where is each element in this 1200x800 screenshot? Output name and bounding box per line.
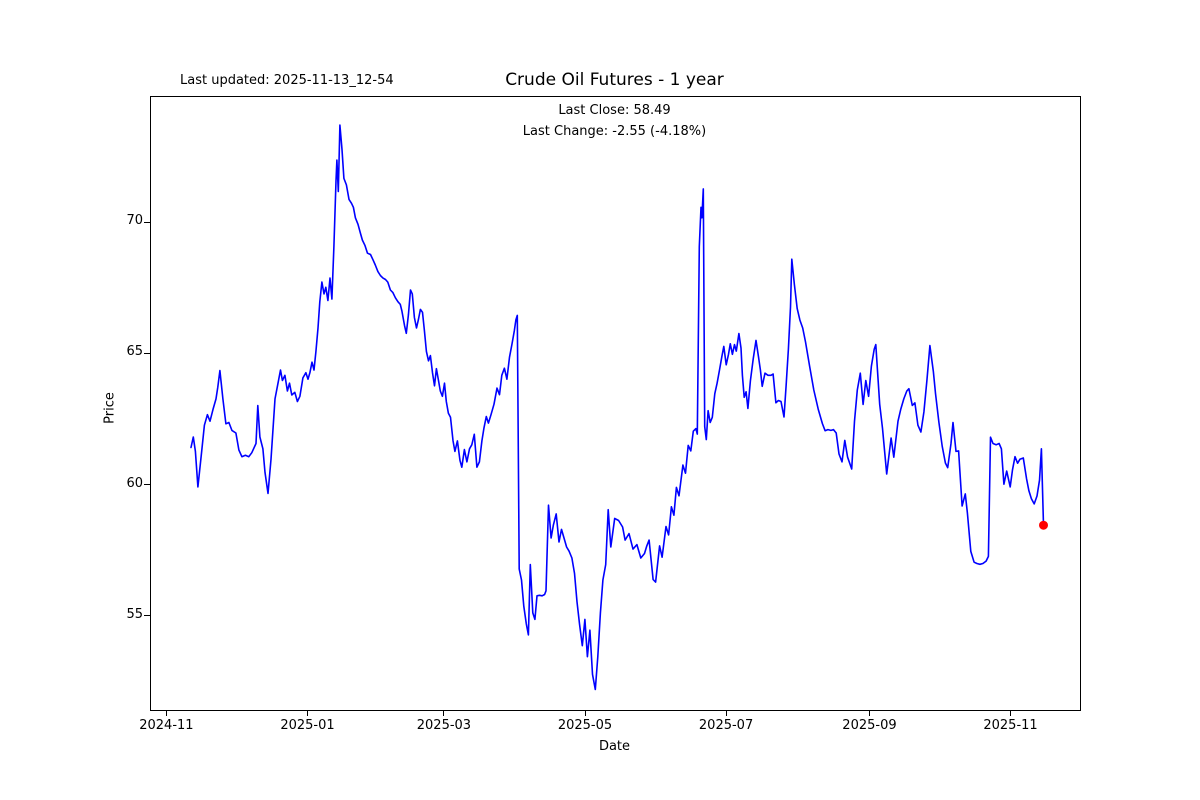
y-tick-label: 60	[126, 475, 143, 491]
subtitle-last-change: Last Change: -2.55 (-4.18%)	[522, 124, 707, 139]
x-tick-label: 2024-11	[139, 718, 194, 733]
y-tick-mark	[144, 221, 150, 223]
last-updated-note: Last updated: 2025-11-13_12-54	[180, 73, 394, 88]
x-tick-mark	[584, 710, 586, 716]
x-tick-mark	[725, 710, 727, 716]
y-tick-mark	[144, 484, 150, 486]
y-tick-mark	[144, 352, 150, 354]
y-tick-label: 70	[126, 213, 143, 228]
y-tick-label: 55	[126, 606, 143, 622]
last-point-marker	[1039, 520, 1048, 530]
x-tick-mark	[306, 710, 308, 716]
chart-title: Crude Oil Futures - 1 year	[505, 70, 724, 90]
x-tick-mark	[1010, 710, 1012, 716]
x-tick-mark	[165, 710, 167, 716]
x-tick-label: 2025-05	[557, 718, 613, 733]
price-line-svg	[190, 124, 1048, 691]
y-axis-label: Price	[102, 392, 118, 424]
plot-area	[150, 96, 1081, 711]
x-tick-label: 2025-09	[842, 718, 897, 733]
x-tick-label: 2025-01	[280, 718, 335, 733]
x-tick-mark	[443, 710, 445, 716]
price-line	[190, 124, 1045, 691]
subtitle-last-close: Last Close: 58.49	[558, 103, 671, 118]
y-tick-mark	[144, 615, 150, 617]
x-axis-label: Date	[598, 739, 631, 754]
x-tick-label: 2025-11	[983, 718, 1038, 733]
x-tick-mark	[868, 710, 870, 716]
x-tick-label: 2025-07	[698, 718, 754, 733]
x-tick-label: 2025-03	[416, 718, 472, 733]
y-tick-label: 65	[126, 344, 143, 360]
